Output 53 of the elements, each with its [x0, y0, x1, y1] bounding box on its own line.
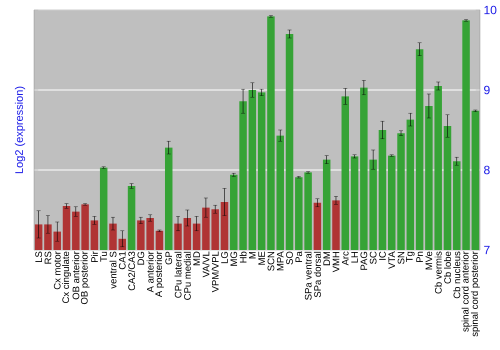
x-tick-label: Cx motor: [54, 251, 61, 290]
x-tick-label: VTA: [388, 251, 395, 269]
x-tick-label: VA/VL: [202, 252, 210, 278]
x-tick-label: LS: [35, 252, 42, 262]
x-tick-label: Cx cingulate: [62, 252, 71, 303]
x-tick-label: CA1: [118, 252, 126, 270]
x-tick-label: CPu medial: [184, 252, 191, 300]
x-tick-label: Pir: [90, 251, 98, 262]
x-tick-label: Pa: [296, 251, 302, 262]
x-tick-label: GP: [165, 252, 172, 264]
x-tick-label: Cb vermis: [434, 252, 442, 294]
x-tick-label: Pn: [416, 252, 423, 262]
x-tick-label: spinal cord anterior: [462, 251, 470, 332]
x-tick-label: LH: [351, 252, 358, 263]
x-tick-label: SPa dorsal: [314, 252, 321, 298]
x-tick-label: OB anterior: [72, 251, 80, 300]
x-tick-label: DG: [137, 252, 144, 265]
x-tick-label: SCN: [268, 252, 274, 271]
y-tick-label: 9: [484, 86, 490, 94]
y-tick-label: 7: [484, 246, 490, 254]
x-tick-label: RS: [44, 252, 52, 264]
x-tick-label: CPu lateral: [174, 252, 182, 298]
x-tick-label: Cb nucleus: [453, 252, 460, 298]
x-tick-label: VPM/VPL: [212, 252, 219, 292]
x-tick-label: A anterior: [146, 251, 154, 292]
x-tick-label: CA2/CA3: [128, 252, 136, 290]
x-tick-label: VMH: [332, 252, 340, 272]
x-tick-label: ME: [258, 252, 265, 265]
x-tick-label: Hb: [240, 252, 247, 263]
x-tick-label: OB posterior: [80, 251, 90, 304]
x-tick-label: Arc: [342, 251, 349, 266]
x-tick-label: MD: [193, 252, 200, 266]
x-tick-label: DM: [323, 252, 330, 266]
x-tick-label: spinal cord posterior: [470, 251, 480, 336]
x-tick-label: Tg: [406, 252, 415, 262]
x-tick-label: SN: [398, 252, 404, 264]
x-tick-label: ventral S: [109, 252, 116, 289]
x-tick-label: A posterior: [155, 251, 164, 298]
x-tick-label: MPA: [276, 251, 284, 270]
x-tick-label: Cb lobe: [444, 252, 451, 284]
x-tick-label: SC: [370, 252, 377, 264]
x-tick-label: MVe: [426, 252, 432, 270]
x-tick-label: SO: [286, 252, 293, 264]
x-tick-label: PAG: [360, 252, 368, 270]
x-tick-label: IC: [379, 252, 386, 260]
x-tick-label: LG: [221, 252, 228, 264]
x-tick-label: Tu: [100, 252, 108, 262]
y-tick-label: 8: [484, 166, 490, 174]
x-tick-label: M: [249, 252, 256, 258]
y-axis-title: Log2 (expression): [14, 86, 26, 174]
y-tick-label: 10: [484, 6, 496, 14]
x-tick-label: MG: [230, 252, 238, 266]
x-tick-label: SPa ventral: [304, 252, 312, 300]
